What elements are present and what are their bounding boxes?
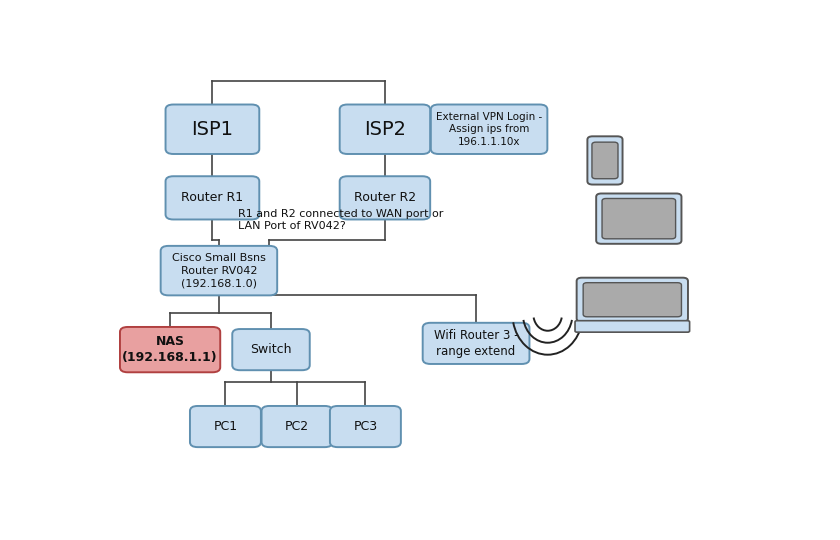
FancyBboxPatch shape <box>576 278 688 322</box>
FancyBboxPatch shape <box>233 329 310 370</box>
FancyBboxPatch shape <box>330 406 401 447</box>
Text: ISP2: ISP2 <box>364 120 406 139</box>
FancyBboxPatch shape <box>583 282 681 317</box>
Text: Switch: Switch <box>250 343 291 356</box>
Text: Wifi Router 3 -
range extend: Wifi Router 3 - range extend <box>433 329 518 358</box>
Text: Cisco Small Bsns
Router RV042
(192.168.1.0): Cisco Small Bsns Router RV042 (192.168.1… <box>172 253 266 288</box>
FancyBboxPatch shape <box>190 406 261 447</box>
Text: PC1: PC1 <box>213 420 238 433</box>
FancyBboxPatch shape <box>596 193 681 244</box>
FancyBboxPatch shape <box>165 176 260 219</box>
Text: ISP1: ISP1 <box>192 120 234 139</box>
FancyBboxPatch shape <box>165 105 260 154</box>
Text: Router R1: Router R1 <box>181 191 244 204</box>
FancyBboxPatch shape <box>431 105 548 154</box>
FancyBboxPatch shape <box>120 327 220 372</box>
FancyBboxPatch shape <box>339 176 430 219</box>
FancyBboxPatch shape <box>339 105 430 154</box>
Text: PC3: PC3 <box>354 420 377 433</box>
FancyBboxPatch shape <box>592 142 618 179</box>
Text: PC2: PC2 <box>285 420 309 433</box>
Text: R1 and R2 connected to WAN port or
LAN Port of RV042?: R1 and R2 connected to WAN port or LAN P… <box>239 209 444 231</box>
FancyBboxPatch shape <box>261 406 333 447</box>
FancyBboxPatch shape <box>423 323 529 364</box>
FancyBboxPatch shape <box>575 321 690 332</box>
Text: External VPN Login -
Assign ips from
196.1.1.10x: External VPN Login - Assign ips from 196… <box>436 112 542 147</box>
Text: Router R2: Router R2 <box>354 191 416 204</box>
FancyBboxPatch shape <box>587 136 622 185</box>
FancyBboxPatch shape <box>602 199 675 239</box>
Text: NAS
(192.168.1.1): NAS (192.168.1.1) <box>123 335 218 364</box>
FancyBboxPatch shape <box>160 246 277 295</box>
